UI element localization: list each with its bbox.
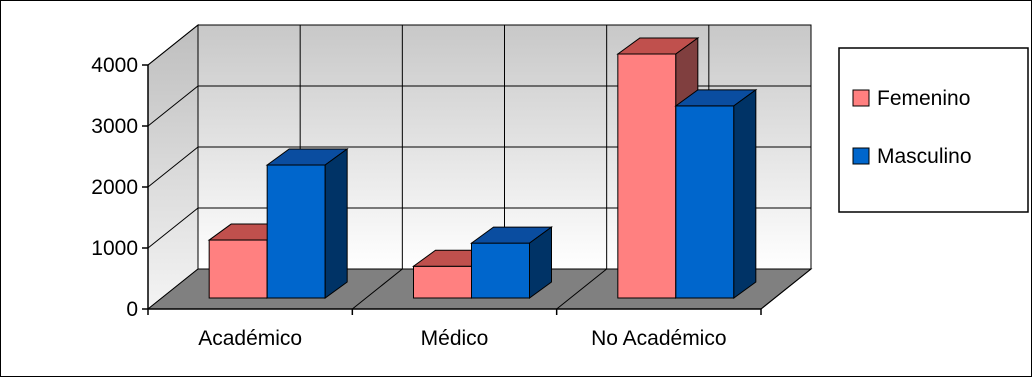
bars (207, 37, 758, 299)
x-category-label: No Académico (591, 327, 726, 350)
bar-front (471, 242, 530, 299)
legend: Femenino Masculino (838, 47, 1029, 213)
y-tick-label: 4000 (91, 54, 138, 77)
legend-swatch (852, 147, 870, 165)
floor-divider (556, 268, 607, 310)
y-tick-label: 1000 (91, 237, 138, 260)
legend-label: Masculino (877, 145, 972, 168)
bar-front (266, 164, 326, 299)
legend-item: Masculino (852, 145, 972, 168)
bar (674, 88, 758, 299)
y-tick-label: 0 (126, 298, 138, 321)
bar-front (413, 265, 472, 299)
bar (265, 148, 349, 299)
y-tick-label: 2000 (91, 176, 138, 199)
x-category-label: Médico (421, 327, 489, 350)
y-axis-tick-labels: 0 1000 2000 3000 4000 (91, 54, 148, 321)
legend-item: Femenino (852, 87, 970, 110)
x-axis-category-labels: Académico Médico No Académico (147, 309, 762, 350)
legend-box (838, 47, 1029, 213)
bar-side (529, 226, 552, 299)
bar-side (324, 148, 348, 299)
bar-front (675, 105, 735, 299)
legend-swatch (852, 89, 870, 107)
x-category-label: Académico (198, 327, 302, 350)
floor-divider (352, 268, 403, 310)
legend-label: Femenino (877, 87, 970, 110)
floor-edge (760, 268, 812, 310)
bar-front (208, 239, 268, 299)
y-tick-label: 3000 (91, 115, 138, 138)
bar-front (617, 53, 677, 299)
bar-side (733, 88, 757, 299)
bar (469, 226, 554, 299)
